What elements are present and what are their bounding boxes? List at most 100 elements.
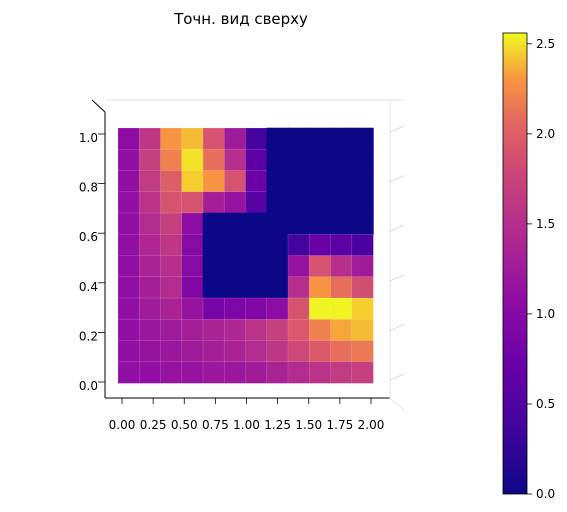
heatmap-cell — [202, 148, 225, 172]
heatmap-cell — [266, 212, 289, 235]
pane-gridline — [389, 274, 405, 282]
heatmap-cell — [117, 361, 140, 384]
heatmap-cell — [160, 148, 183, 172]
heatmap-cell — [202, 127, 225, 150]
heatmap-cell — [330, 170, 353, 193]
heatmap-cell — [223, 127, 247, 150]
heatmap-cell — [160, 233, 183, 257]
heatmap-cell — [245, 233, 268, 257]
heatmap-cell — [245, 318, 268, 342]
heatmap-cell — [266, 318, 289, 342]
heatmap-cell — [223, 170, 247, 193]
heatmap-cell — [308, 340, 332, 363]
heatmap-cell — [181, 212, 204, 235]
heatmap-cell — [287, 170, 310, 193]
heatmap-cell — [181, 340, 204, 363]
heatmap-cell — [266, 361, 289, 384]
heatmap-cell — [330, 148, 353, 172]
heatmap-cell — [308, 212, 332, 235]
y-tick-label: 1.0 — [79, 131, 98, 145]
heatmap-cell — [202, 361, 225, 384]
heatmap-cell — [117, 233, 140, 257]
heatmap-cell — [223, 212, 247, 235]
heatmap-cell — [330, 318, 353, 342]
x-tick-label: 1.25 — [264, 418, 291, 432]
x-axis-ticks: 0.00 0.25 0.50 0.75 1.00 1.25 1.50 1.75 2.00 — [109, 398, 384, 432]
heatmap-cell — [245, 148, 268, 172]
heatmap-cell — [181, 148, 204, 172]
heatmap-cell — [138, 233, 162, 257]
heatmap-cell — [330, 233, 353, 257]
heatmap-cell — [138, 148, 162, 172]
heatmap-cell — [351, 255, 374, 278]
heatmap-cell — [245, 191, 268, 214]
heatmap-cell — [138, 276, 162, 299]
heatmap-cell — [287, 361, 310, 384]
heatmap-cell — [330, 212, 353, 235]
heatmap-cell — [245, 170, 268, 193]
heatmap-cell — [308, 297, 332, 320]
heatmap-cell — [351, 297, 374, 320]
heatmap-cell — [138, 191, 162, 214]
heatmap-cell — [223, 148, 247, 172]
colorbar-tick-label: 1.0 — [536, 307, 555, 321]
heatmap-cell — [308, 361, 332, 384]
heatmap-cell — [202, 255, 225, 278]
x-tick-label: 0.75 — [202, 418, 229, 432]
x-tick-label: 1.75 — [327, 418, 354, 432]
heatmap-cell — [181, 276, 204, 299]
heatmap-cell — [160, 276, 183, 299]
colorbar-tick-label: 1.5 — [536, 217, 555, 231]
heatmap-cell — [330, 191, 353, 214]
heatmap-cell — [223, 297, 247, 320]
colorbar — [502, 32, 528, 495]
heatmap-cell — [160, 127, 183, 150]
heatmap-cell — [351, 170, 374, 193]
heatmap-cell — [117, 340, 140, 363]
x-tick-label: 0.00 — [109, 418, 136, 432]
heatmap-cell — [330, 361, 353, 384]
heatmap-cell — [117, 297, 140, 320]
heatmap-cell — [223, 318, 247, 342]
heatmap-cell — [330, 127, 353, 150]
heatmap-cell — [287, 255, 310, 278]
heatmap-cell — [181, 233, 204, 257]
pane-gridline — [389, 224, 405, 232]
heatmap-cell — [181, 127, 204, 150]
heatmap-cells — [117, 127, 374, 384]
heatmap-cell — [202, 212, 225, 235]
heatmap-cell — [223, 191, 247, 214]
heatmap-cell — [223, 361, 247, 384]
heatmap-cell — [351, 340, 374, 363]
heatmap-cell — [266, 127, 289, 150]
heatmap-cell — [308, 318, 332, 342]
pane-gridline — [389, 323, 405, 331]
heatmap-cell — [287, 233, 310, 257]
heatmap-cell — [160, 361, 183, 384]
heatmap-cell — [181, 170, 204, 193]
heatmap-cell — [223, 340, 247, 363]
heatmap-cell — [351, 127, 374, 150]
heatmap-cell — [351, 233, 374, 257]
heatmap-cell — [202, 297, 225, 320]
heatmap-cell — [138, 255, 162, 278]
heatmap-cell — [266, 297, 289, 320]
heatmap-cell — [117, 127, 140, 150]
heatmap-cell — [351, 148, 374, 172]
heatmap-cell — [117, 170, 140, 193]
heatmap-cell — [181, 297, 204, 320]
x-tick-label: 0.25 — [140, 418, 167, 432]
heatmap-cell — [287, 127, 310, 150]
heatmap-cell — [308, 148, 332, 172]
heatmap-cell — [138, 170, 162, 193]
pane-gridline — [389, 175, 405, 183]
heatmap-cell — [308, 233, 332, 257]
y-tick-label: 0.4 — [79, 280, 98, 294]
pane-gridline — [389, 125, 405, 133]
heatmap-cell — [351, 212, 374, 235]
heatmap-cell — [160, 212, 183, 235]
heatmap-cell — [287, 340, 310, 363]
heatmap-cell — [117, 191, 140, 214]
heatmap-cell — [181, 255, 204, 278]
